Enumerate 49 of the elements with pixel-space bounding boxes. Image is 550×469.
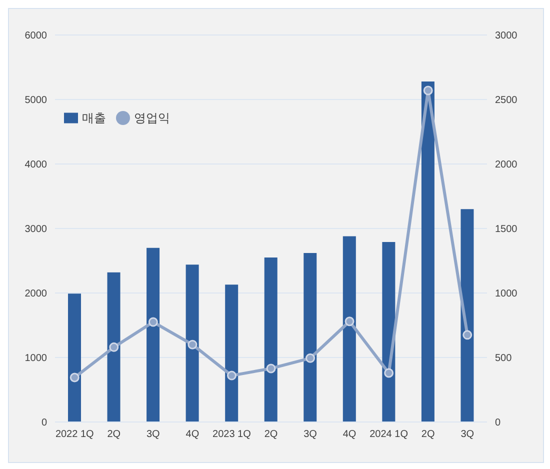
bar [68, 294, 81, 422]
bar [186, 264, 199, 422]
bar [146, 248, 160, 422]
bar [342, 236, 356, 422]
bar [264, 258, 278, 422]
bar [107, 272, 120, 422]
bar [304, 253, 317, 422]
x-tick-label: 4Q [186, 429, 200, 440]
bar [460, 209, 474, 422]
point [70, 372, 80, 382]
y2-tick-label: 500 [495, 353, 512, 364]
x-tick-label: 3Q [304, 429, 318, 440]
point [344, 316, 354, 326]
point [226, 370, 236, 380]
y2-tick-label: 1500 [495, 224, 518, 236]
y2-tick-label: 0 [495, 418, 501, 429]
x-tick-label: 2024 1Q [370, 429, 408, 440]
y2-tick-label: 3000 [495, 30, 518, 42]
bar [382, 242, 396, 422]
y2-tick-label: 2500 [495, 95, 518, 106]
point [423, 86, 433, 96]
point [306, 353, 316, 363]
x-tick-label: 2Q [107, 429, 121, 440]
point [188, 340, 198, 350]
x-tick-label: 2023 1Q [212, 429, 252, 440]
y-tick-label: 2000 [24, 288, 48, 300]
point [266, 364, 276, 374]
legend-label: 매출 [82, 111, 106, 125]
bar [421, 81, 434, 422]
bar [225, 284, 238, 422]
y-tick-label: 1000 [24, 353, 48, 364]
point [384, 368, 394, 378]
x-tick-label: 3Q [460, 429, 474, 440]
x-tick-label: 2022 1Q [55, 429, 94, 440]
x-tick-label: 2Q [264, 429, 278, 440]
y-tick-label: 5000 [24, 95, 48, 106]
y-tick-label: 0 [41, 418, 48, 429]
x-tick-label: 4Q [342, 429, 356, 440]
point [109, 342, 119, 352]
legend-label: 영업익 [134, 111, 170, 125]
x-tick-label: 3Q [146, 429, 160, 440]
point [462, 330, 472, 340]
y2-tick-label: 2000 [495, 160, 518, 171]
y-tick-label: 4000 [24, 160, 48, 171]
y-tick-label: 3000 [24, 224, 48, 236]
x-tick-label: 2Q [421, 429, 435, 440]
y2-tick-label: 1000 [495, 288, 518, 300]
y-tick-label: 6000 [24, 30, 48, 42]
point [148, 317, 158, 327]
